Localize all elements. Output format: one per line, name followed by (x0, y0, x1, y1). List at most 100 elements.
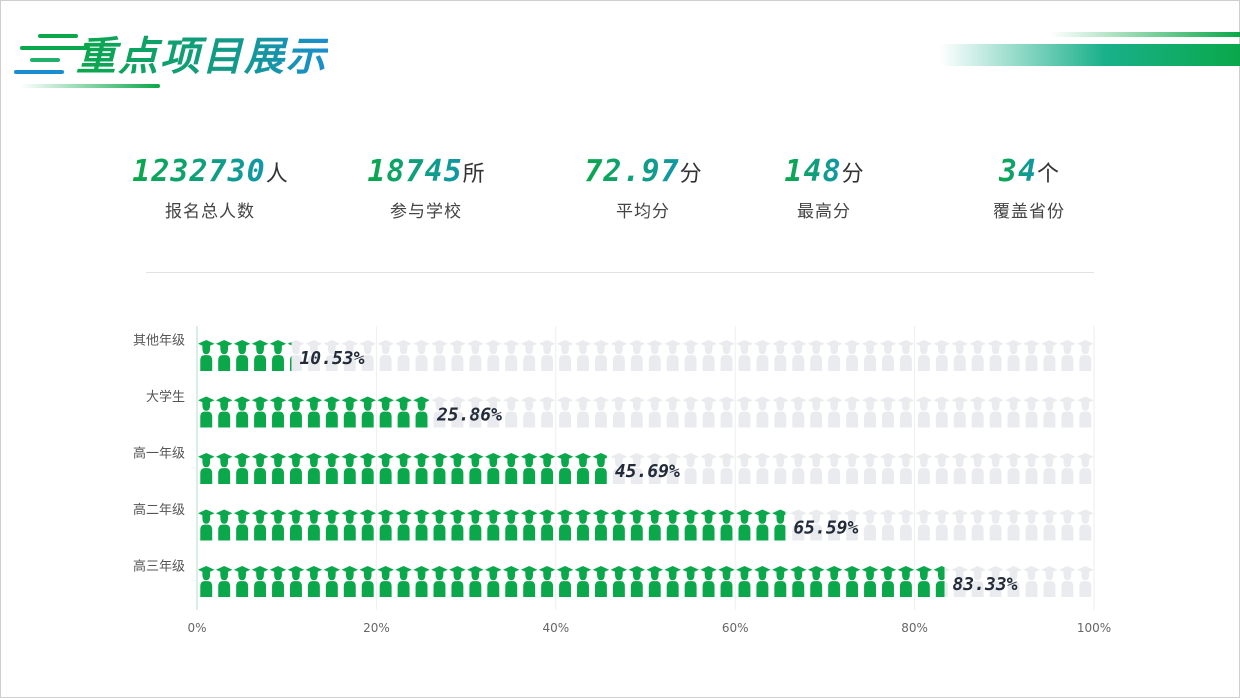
stat-value: 34 (998, 154, 1038, 189)
graduate-icon (233, 509, 251, 541)
graduate-icon (395, 396, 412, 428)
graduate-icon (359, 453, 376, 484)
graduate-icon (574, 453, 592, 484)
graduate-icon (879, 566, 897, 597)
graduate-icon (987, 566, 1004, 597)
graduate-icon (825, 453, 843, 484)
graduate-icon (951, 396, 968, 428)
graduate-icon (341, 396, 359, 428)
graduate-icon (305, 396, 323, 428)
stat-value: 18745 (367, 154, 463, 189)
graduate-icon (969, 340, 986, 371)
graduate-icon (664, 340, 681, 371)
graduate-icon (538, 509, 556, 541)
graduate-icon (790, 340, 807, 371)
graduate-icon (969, 566, 986, 597)
graduate-icon (646, 566, 664, 597)
stat-highest-score: 148分 最高分 (724, 154, 924, 222)
graduate-icon (646, 509, 664, 541)
graduate-icon (1041, 453, 1058, 484)
graduate-icon (807, 509, 825, 541)
graduate-icon (843, 453, 861, 484)
graduate-icon (1005, 340, 1022, 371)
graduate-icon (933, 396, 951, 428)
graduate-icon (502, 340, 520, 371)
graduate-icon (628, 453, 646, 484)
graduate-icon (1005, 509, 1022, 541)
category-label: 高二年级 (133, 502, 185, 518)
graduate-icon (861, 566, 879, 597)
divider (146, 272, 1094, 273)
graduate-icon (682, 396, 699, 428)
graduate-icon (538, 453, 556, 484)
graduate-icon (592, 566, 610, 597)
graduate-icon (485, 509, 502, 541)
graduate-icon (449, 340, 466, 371)
graduate-icon (951, 566, 968, 597)
graduate-icon (700, 566, 717, 597)
bar-其他年级 (198, 340, 292, 371)
graduate-icon (520, 396, 538, 428)
graduate-icon (269, 509, 287, 541)
graduate-icon (843, 396, 861, 428)
graduate-icon (736, 340, 753, 371)
graduate-icon (915, 509, 933, 541)
graduate-icon (538, 566, 556, 597)
graduate-icon (807, 340, 825, 371)
x-tick-label: 20% (363, 621, 390, 635)
value-label: 25.86% (436, 405, 502, 426)
graduate-icon (305, 566, 323, 597)
graduate-icon (233, 453, 251, 484)
stat-unit: 分 (841, 162, 864, 187)
graduate-icon (198, 396, 215, 428)
graduate-icon (1077, 340, 1094, 371)
graduate-icon (772, 453, 789, 484)
stat-unit: 分 (679, 162, 702, 187)
graduate-icon (807, 453, 825, 484)
graduate-icon (610, 566, 628, 597)
graduate-icon (682, 566, 699, 597)
graduate-icon (807, 396, 825, 428)
graduate-icon (215, 566, 233, 597)
graduate-icon (377, 396, 394, 428)
graduate-icon (485, 340, 502, 371)
graduate-icon (556, 340, 574, 371)
graduate-icon (520, 453, 538, 484)
graduate-icon (1077, 509, 1094, 541)
graduate-icon (861, 453, 879, 484)
graduate-icon (413, 396, 429, 428)
graduate-icon (664, 396, 681, 428)
graduate-icon (198, 340, 215, 371)
graduate-icon (592, 509, 610, 541)
graduate-icon (843, 566, 861, 597)
stat-value: 148 (784, 154, 842, 189)
graduate-icon (1041, 566, 1058, 597)
speed-line (38, 34, 78, 38)
graduate-icon (502, 509, 520, 541)
graduate-icon (1077, 396, 1094, 428)
graduate-icon (1023, 509, 1040, 541)
graduate-icon (431, 509, 448, 541)
graduate-icon (377, 566, 394, 597)
speed-line (14, 70, 64, 74)
graduate-icon (431, 453, 448, 484)
graduate-icon (718, 453, 735, 484)
graduate-icon (215, 509, 233, 541)
graduate-icon (897, 453, 915, 484)
graduate-icon (323, 509, 341, 541)
graduate-icon (574, 340, 592, 371)
graduate-icon (323, 566, 341, 597)
graduate-icon (790, 566, 807, 597)
graduate-icon (628, 509, 646, 541)
stat-label: 报名总人数 (165, 202, 255, 222)
graduate-icon (520, 509, 538, 541)
graduate-icon (772, 566, 789, 597)
graduate-icon (754, 509, 771, 541)
graduate-icon (933, 566, 945, 597)
graduate-icon (431, 340, 448, 371)
graduate-icon (772, 340, 789, 371)
graduate-icon (772, 509, 786, 541)
graduate-icon (754, 566, 771, 597)
stat-label: 参与学校 (390, 202, 462, 222)
